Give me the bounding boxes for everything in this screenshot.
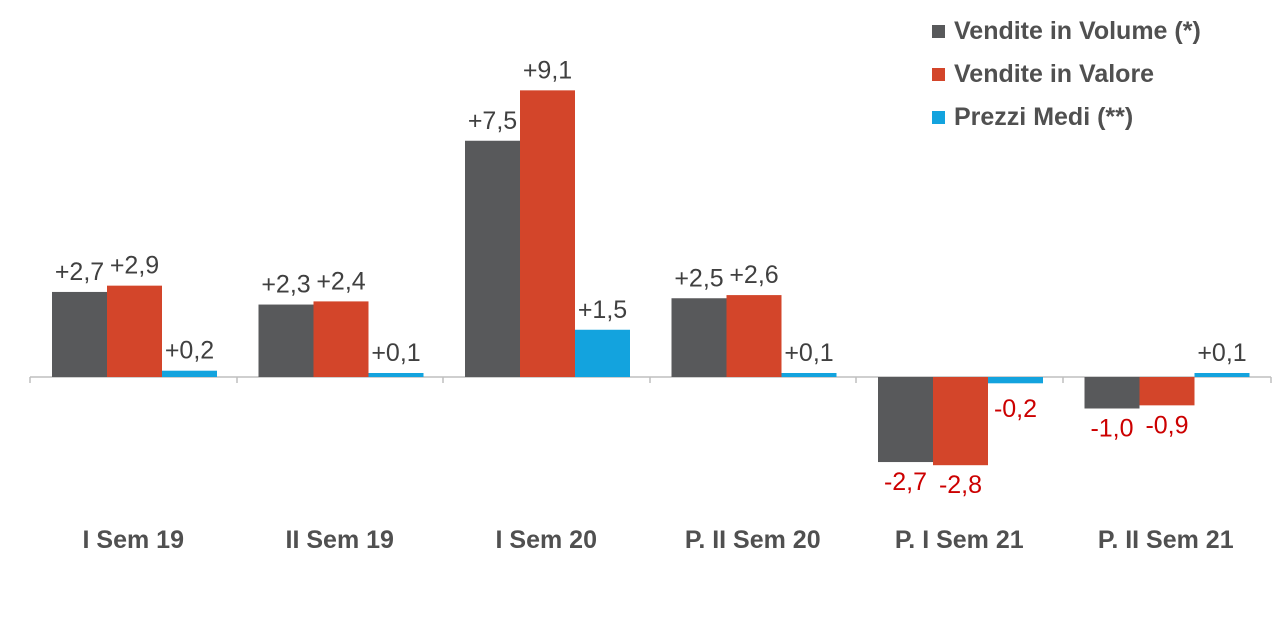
data-label: -2,7 bbox=[884, 468, 927, 496]
bar bbox=[258, 304, 314, 377]
legend-label-prezzi: Prezzi Medi (**) bbox=[954, 103, 1134, 131]
category-label: P. II Sem 20 bbox=[685, 526, 821, 554]
data-label: +1,5 bbox=[578, 296, 627, 324]
data-label: +0,1 bbox=[784, 339, 833, 367]
category-label: I Sem 19 bbox=[83, 526, 184, 554]
data-label: +0,1 bbox=[371, 339, 420, 367]
bar bbox=[988, 377, 1043, 384]
category-label: I Sem 20 bbox=[496, 526, 597, 554]
bar bbox=[726, 295, 782, 377]
bar bbox=[1194, 373, 1250, 377]
data-label: +2,6 bbox=[729, 261, 778, 289]
legend-swatch-valore bbox=[932, 68, 945, 81]
bar bbox=[162, 370, 217, 377]
legend-label-valore: Vendite in Valore bbox=[954, 60, 1155, 88]
category-label: II Sem 19 bbox=[286, 526, 394, 554]
bar bbox=[52, 291, 107, 377]
bar bbox=[520, 90, 575, 377]
bar bbox=[465, 140, 520, 377]
data-label: +2,7 bbox=[55, 258, 104, 286]
data-label: +2,3 bbox=[261, 271, 310, 299]
bar bbox=[781, 373, 837, 377]
bar bbox=[1139, 377, 1195, 406]
data-label: +2,4 bbox=[316, 267, 365, 295]
data-label: -1,0 bbox=[1090, 415, 1133, 443]
data-label: +0,2 bbox=[165, 337, 214, 365]
data-label: +0,1 bbox=[1197, 339, 1246, 367]
data-label: -0,9 bbox=[1145, 411, 1188, 439]
bar bbox=[671, 298, 727, 377]
legend-item-valore: Vendite in Valore bbox=[932, 53, 1201, 96]
data-label: +2,5 bbox=[674, 264, 723, 292]
data-label: +2,9 bbox=[110, 252, 159, 280]
bar bbox=[933, 377, 988, 466]
legend-item-volume: Vendite in Volume (*) bbox=[932, 10, 1201, 53]
category-label: P. I Sem 21 bbox=[895, 526, 1024, 554]
bar bbox=[1084, 377, 1140, 409]
data-label: +7,5 bbox=[468, 107, 517, 135]
category-label: P. II Sem 21 bbox=[1098, 526, 1234, 554]
data-label: -0,2 bbox=[994, 395, 1037, 423]
data-label: +9,1 bbox=[523, 56, 572, 84]
data-label: -2,8 bbox=[939, 471, 982, 499]
legend-label-volume: Vendite in Volume (*) bbox=[954, 17, 1201, 45]
bar bbox=[575, 329, 630, 377]
bar bbox=[878, 377, 933, 463]
chart-legend: Vendite in Volume (*) Vendite in Valore … bbox=[932, 10, 1201, 139]
bar bbox=[313, 301, 369, 377]
bar bbox=[368, 373, 424, 377]
bar bbox=[107, 285, 162, 377]
legend-swatch-prezzi bbox=[932, 111, 945, 124]
legend-item-prezzi: Prezzi Medi (**) bbox=[932, 96, 1201, 139]
legend-swatch-volume bbox=[932, 25, 945, 38]
